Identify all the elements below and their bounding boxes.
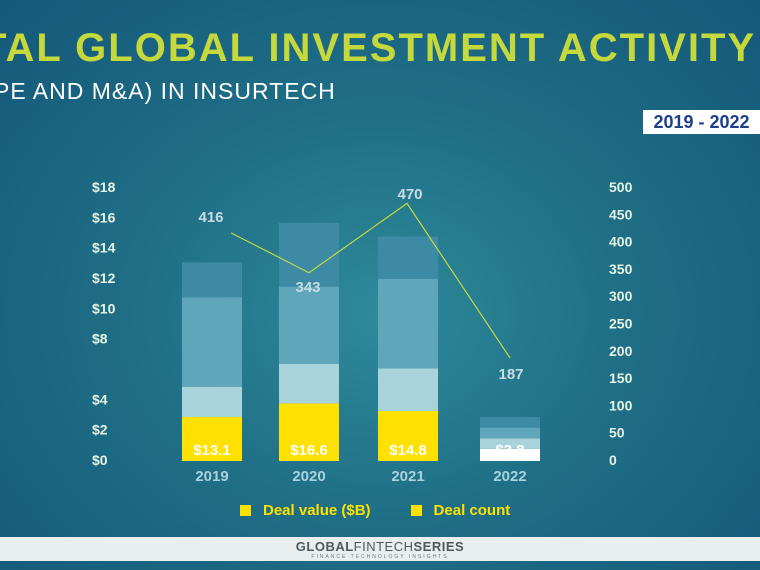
legend: Deal value ($B) Deal count — [240, 500, 550, 520]
legend-swatch-deal-value — [240, 504, 251, 516]
period-badge: 2019 - 2022 — [643, 110, 760, 134]
bar-segment-2022 — [480, 427, 540, 439]
bar-value-label: $3.8 — [495, 442, 524, 459]
legend-swatch-deal-count — [410, 504, 422, 516]
bar-segment-2021 — [378, 368, 438, 411]
chart-title: TAL GLOBAL INVESTMENT ACTIVITY — [0, 26, 757, 70]
bar-segment-2020 — [279, 363, 339, 404]
bar-value-label: $14.8 — [389, 442, 427, 459]
x-axis-tick: 2020 — [292, 468, 325, 485]
bar-value-label: $13.1 — [193, 442, 231, 459]
y-axis-right-tick: 300 — [609, 288, 633, 304]
bar-segment-2021 — [378, 236, 438, 279]
y-axis-left-tick: $10 — [92, 300, 116, 316]
deal-count-label: 416 — [198, 209, 223, 226]
bar-segment-2020 — [279, 222, 339, 287]
bar-segment-2019 — [182, 262, 242, 298]
brand-part-global: GLOBAL — [295, 539, 354, 554]
y-axis-right-tick: 450 — [609, 206, 633, 222]
legend-label-deal-value: Deal value ($B) — [263, 501, 371, 519]
x-axis-tick: 2022 — [493, 468, 526, 485]
y-axis-left-tick: $12 — [92, 270, 116, 286]
chart-area: $0 $2 $4 $8 $10 $12 $14 $16 $18 0 50 100 150 200 250 30… — [92, 179, 633, 485]
y-axis-right-tick: 200 — [609, 343, 633, 359]
legend-item-deal-count: Deal count — [410, 501, 511, 519]
footer-bar: GLOBALFINTECHSERIES FINANCE TECHNOLOGY I… — [0, 537, 760, 561]
brand-logo: GLOBALFINTECHSERIES — [0, 537, 760, 555]
bar-segment-2019 — [182, 417, 242, 461]
deal-count-label: 343 — [295, 279, 320, 296]
bar-segment-2020 — [279, 403, 339, 461]
deal-count-label: 187 — [498, 366, 523, 383]
bar-segment-2022 — [480, 417, 540, 428]
x-axis-tick: 2021 — [391, 468, 424, 485]
bar-segment-2021 — [378, 410, 438, 461]
bar-value-label: $16.6 — [290, 442, 328, 459]
bar-segment-2021 — [378, 279, 438, 369]
y-axis-right-tick: 150 — [609, 370, 633, 386]
deal-count-line — [230, 202, 511, 359]
y-axis-right-tick: 500 — [609, 179, 633, 195]
brand-part-series: SERIES — [413, 539, 465, 554]
y-axis-right-tick: 350 — [609, 261, 633, 277]
bar-segment-2022 — [480, 438, 540, 449]
bar-segment-2020 — [279, 286, 339, 364]
y-axis-left-tick: $14 — [92, 240, 116, 256]
y-axis-left-tick: $4 — [92, 391, 108, 407]
y-axis-right-tick: 100 — [609, 397, 633, 413]
bar-segment-2019 — [182, 386, 242, 418]
y-axis-left-tick: $18 — [92, 179, 116, 195]
brand-part-fintech: FINTECH — [353, 539, 414, 554]
chart-subtitle: PE AND M&A) IN INSURTECH — [0, 78, 336, 104]
bar-segment-2019 — [182, 297, 242, 387]
y-axis-left-tick: $16 — [92, 209, 116, 225]
y-axis-right-tick: 250 — [609, 316, 633, 332]
y-axis-left-tick: $8 — [92, 331, 108, 347]
bar-segment-2022 — [480, 448, 540, 461]
legend-item-deal-value: Deal value ($B) — [240, 502, 371, 519]
y-axis-right-tick: 0 — [609, 452, 617, 468]
x-axis-tick: 2019 — [195, 468, 228, 485]
legend-label-deal-count: Deal count — [433, 501, 511, 519]
brand-tagline: FINANCE TECHNOLOGY INSIGHTS — [311, 554, 449, 560]
y-axis-left-tick: $0 — [92, 452, 108, 468]
y-axis-right-tick: 50 — [609, 425, 625, 441]
deal-count-label: 470 — [397, 186, 422, 203]
y-axis-right-tick: 400 — [609, 234, 633, 250]
y-axis-left-tick: $2 — [92, 422, 108, 438]
